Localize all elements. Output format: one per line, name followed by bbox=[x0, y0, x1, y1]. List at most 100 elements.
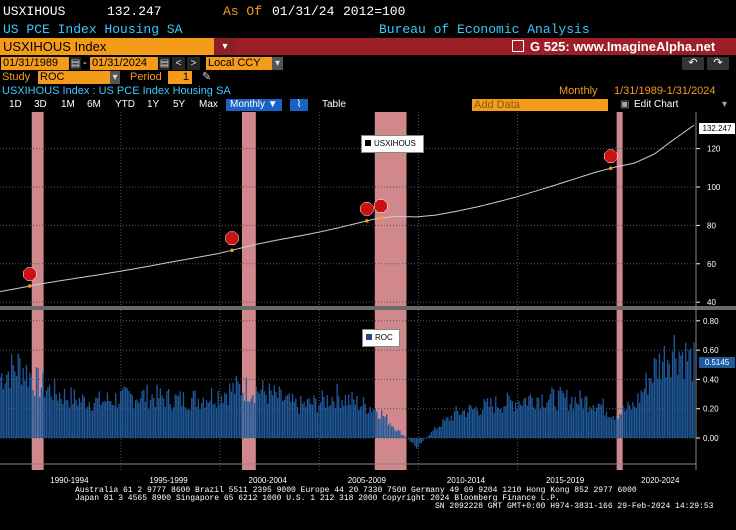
roc-bar bbox=[58, 392, 61, 439]
roc-bar bbox=[675, 358, 677, 439]
roc-bar bbox=[640, 390, 642, 439]
roc-bar bbox=[622, 405, 624, 439]
roc-bar bbox=[571, 397, 573, 439]
roc-bar bbox=[691, 380, 694, 439]
roc-bar bbox=[98, 391, 100, 439]
study-select[interactable]: ROC bbox=[38, 71, 110, 84]
start-date-input[interactable]: 01/31/1989 bbox=[1, 57, 69, 70]
range-button-1d[interactable]: 1D bbox=[9, 99, 22, 110]
settings-icon[interactable]: ▣ bbox=[620, 99, 630, 110]
end-calendar-icon[interactable]: ▤ bbox=[159, 57, 170, 70]
recession-bands bbox=[31, 112, 623, 470]
pencil-icon[interactable]: ✎ bbox=[202, 71, 212, 83]
period-input[interactable]: 1 bbox=[168, 71, 192, 84]
roc-bar bbox=[247, 401, 249, 439]
roc-bar bbox=[9, 387, 11, 439]
roc-bar bbox=[323, 396, 325, 439]
roc-bar bbox=[37, 368, 39, 439]
roc-bar bbox=[281, 401, 284, 439]
period-label: Period bbox=[130, 71, 162, 83]
roc-bar bbox=[343, 405, 345, 439]
roc-bar bbox=[278, 386, 280, 439]
roc-bar bbox=[354, 404, 356, 439]
event-point bbox=[365, 219, 369, 223]
range-button-6m[interactable]: 6M bbox=[87, 99, 101, 110]
roc-bar bbox=[280, 389, 282, 439]
x-tick-label: 2015-2019 bbox=[546, 476, 585, 485]
range-button-5y[interactable]: 5Y bbox=[173, 99, 186, 110]
prev-period-button[interactable]: < bbox=[172, 57, 185, 70]
line-chart-icon[interactable]: ⌇ bbox=[290, 99, 308, 111]
roc-bar bbox=[557, 390, 560, 439]
roc-bar bbox=[55, 394, 57, 439]
roc-bar bbox=[17, 353, 19, 439]
roc-bar bbox=[572, 409, 575, 439]
study-dropdown-icon[interactable]: ▾ bbox=[110, 71, 120, 84]
roc-bar bbox=[574, 396, 576, 439]
end-date-input[interactable]: 01/31/2024 bbox=[90, 57, 158, 70]
roc-bar bbox=[134, 400, 137, 439]
roc-bar bbox=[290, 401, 292, 439]
roc-bar bbox=[334, 408, 337, 439]
roc-bar bbox=[336, 383, 338, 439]
roc-bar bbox=[392, 426, 394, 439]
roc-bar bbox=[638, 402, 641, 439]
roc-bar bbox=[650, 378, 652, 439]
roc-bar bbox=[48, 384, 51, 439]
roc-bar bbox=[141, 391, 143, 439]
roc-bar bbox=[460, 414, 462, 439]
range-button-max[interactable]: Max bbox=[199, 99, 218, 110]
base-label: 2012=100 bbox=[343, 4, 406, 19]
range-button-1y[interactable]: 1Y bbox=[147, 99, 160, 110]
date-controls: 01/31/1989 ▤ - 01/31/2024 ▤ < > Local CC… bbox=[0, 57, 736, 71]
roc-bar bbox=[22, 368, 24, 439]
roc-bar bbox=[306, 399, 309, 439]
roc-bar bbox=[351, 391, 353, 439]
roc-bar bbox=[452, 420, 454, 439]
roc-bar bbox=[53, 378, 56, 439]
roc-bar bbox=[80, 402, 82, 439]
chart-menu-icon[interactable]: ▾ bbox=[722, 99, 728, 110]
roc-bar bbox=[584, 396, 586, 439]
frequency-select[interactable]: Monthly ▼ bbox=[226, 99, 282, 111]
next-period-button[interactable]: > bbox=[187, 57, 200, 70]
roc-bar bbox=[609, 416, 611, 439]
roc-bar bbox=[359, 407, 361, 439]
currency-select[interactable]: Local CCY bbox=[206, 57, 272, 70]
roc-bar bbox=[658, 353, 661, 439]
roc-bar bbox=[366, 413, 368, 439]
add-data-input[interactable]: Add Data bbox=[472, 99, 608, 111]
index-series-line bbox=[0, 124, 695, 293]
table-button[interactable]: Table bbox=[322, 99, 346, 110]
security-bar: USXIHOUS Index ▼ G 525: www.ImagineAlpha… bbox=[0, 38, 736, 56]
roc-bar bbox=[501, 412, 504, 439]
roc-bar bbox=[202, 397, 204, 439]
roc-bar bbox=[630, 409, 632, 439]
roc-bar bbox=[85, 408, 87, 439]
roc-bar bbox=[63, 388, 66, 439]
upper-last-value-tag: 132.247 bbox=[699, 123, 735, 134]
roc-bar bbox=[267, 403, 269, 439]
undo-button[interactable]: ↶ bbox=[682, 57, 704, 70]
event-markers bbox=[23, 149, 618, 288]
security-input[interactable]: USXIHOUS Index bbox=[0, 38, 214, 55]
edit-chart-button[interactable]: Edit Chart bbox=[634, 99, 679, 110]
range-button-3d[interactable]: 3D bbox=[34, 99, 47, 110]
roc-bar bbox=[567, 410, 570, 439]
roc-bar bbox=[628, 404, 631, 439]
start-calendar-icon[interactable]: ▤ bbox=[70, 57, 81, 70]
range-button-1m[interactable]: 1M bbox=[61, 99, 75, 110]
roc-bar bbox=[624, 410, 626, 439]
redo-button[interactable]: ↷ bbox=[707, 57, 729, 70]
roc-bar bbox=[235, 375, 237, 439]
share-icon[interactable] bbox=[512, 40, 524, 52]
roc-bar bbox=[662, 362, 664, 439]
roc-bar bbox=[154, 406, 157, 439]
range-button-ytd[interactable]: YTD bbox=[115, 99, 135, 110]
roc-bar bbox=[475, 406, 477, 439]
roc-bar bbox=[96, 398, 99, 439]
roc-bar bbox=[68, 407, 71, 439]
security-dropdown-button[interactable]: ▼ bbox=[214, 38, 236, 55]
roc-bar bbox=[42, 372, 44, 439]
currency-dropdown-icon[interactable]: ▾ bbox=[272, 57, 283, 70]
